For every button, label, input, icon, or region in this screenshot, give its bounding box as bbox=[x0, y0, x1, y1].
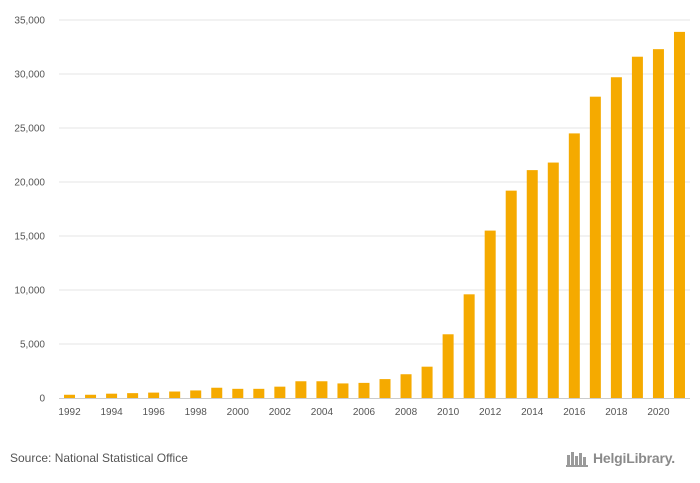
bar-2011 bbox=[463, 294, 475, 398]
y-tick-label: 35,000 bbox=[14, 16, 45, 27]
x-tick-label: 2002 bbox=[269, 407, 292, 418]
x-tick-label: 2014 bbox=[521, 407, 544, 418]
x-tick-label: 1994 bbox=[100, 407, 123, 418]
x-tick-label: 1996 bbox=[143, 407, 166, 418]
bar-1992 bbox=[64, 394, 76, 398]
bars bbox=[64, 31, 685, 399]
bar-2018 bbox=[610, 77, 622, 399]
bar-1999 bbox=[211, 387, 223, 398]
x-tick-label: 2016 bbox=[563, 407, 586, 418]
bar-2013 bbox=[505, 190, 517, 398]
bar-2017 bbox=[589, 96, 601, 399]
bar-1996 bbox=[148, 392, 160, 398]
bar-2006 bbox=[358, 382, 370, 398]
x-tick-label: 1992 bbox=[58, 407, 81, 418]
bar-2016 bbox=[568, 133, 580, 398]
y-axis: 0 5,000 10,000 15,000 20,000 25,000 30,000 35,0… bbox=[14, 16, 45, 405]
x-tick-label: 2008 bbox=[395, 407, 418, 418]
x-tick-label: 2010 bbox=[437, 407, 460, 418]
bar-chart: 0 5,000 10,000 15,000 20,000 25,000 30,000 35,0… bbox=[14, 16, 690, 418]
bar-1997 bbox=[169, 391, 181, 398]
bar-1998 bbox=[190, 390, 202, 398]
bar-1995 bbox=[127, 393, 139, 398]
bar-2009 bbox=[421, 366, 433, 398]
bar-2010 bbox=[442, 334, 454, 398]
x-axis: 1992 1994 1996 1998 2000 2002 2004 2006 2008 2010… bbox=[58, 407, 670, 418]
x-tick-label: 2018 bbox=[605, 407, 628, 418]
bar-2021 bbox=[673, 31, 685, 398]
bar-2008 bbox=[400, 374, 412, 398]
y-tick-label: 25,000 bbox=[14, 124, 45, 135]
x-tick-label: 2006 bbox=[353, 407, 376, 418]
bar-2020 bbox=[652, 49, 664, 398]
bar-2000 bbox=[232, 388, 244, 398]
bar-2002 bbox=[274, 386, 286, 398]
bar-2012 bbox=[484, 230, 496, 398]
bar-2019 bbox=[631, 56, 643, 398]
y-tick-label: 15,000 bbox=[14, 232, 45, 243]
y-tick-label: 10,000 bbox=[14, 286, 45, 297]
source-note: Source: National Statistical Office bbox=[10, 451, 188, 465]
x-tick-label: 2004 bbox=[311, 407, 334, 418]
brand-text: HelgiLibrary. bbox=[593, 450, 675, 466]
bar-2001 bbox=[253, 388, 265, 398]
bar-2014 bbox=[526, 170, 538, 398]
x-tick-label: 2012 bbox=[479, 407, 502, 418]
bar-2003 bbox=[295, 381, 307, 398]
y-tick-label: 0 bbox=[39, 394, 45, 405]
bar-1993 bbox=[85, 394, 97, 398]
helgi-library-logo: HelgiLibrary. bbox=[566, 448, 675, 468]
x-tick-label: 1998 bbox=[185, 407, 208, 418]
x-tick-label: 2020 bbox=[647, 407, 670, 418]
y-tick-label: 30,000 bbox=[14, 70, 45, 81]
helgi-library-logo-icon bbox=[566, 452, 588, 467]
y-tick-label: 5,000 bbox=[20, 340, 45, 351]
bar-1994 bbox=[106, 393, 118, 398]
bar-2004 bbox=[316, 381, 328, 398]
bar-2015 bbox=[547, 162, 559, 398]
y-tick-label: 20,000 bbox=[14, 178, 45, 189]
bar-2007 bbox=[379, 379, 391, 398]
grid-lines bbox=[59, 19, 690, 345]
x-tick-label: 2000 bbox=[227, 407, 250, 418]
bar-2005 bbox=[337, 383, 349, 398]
